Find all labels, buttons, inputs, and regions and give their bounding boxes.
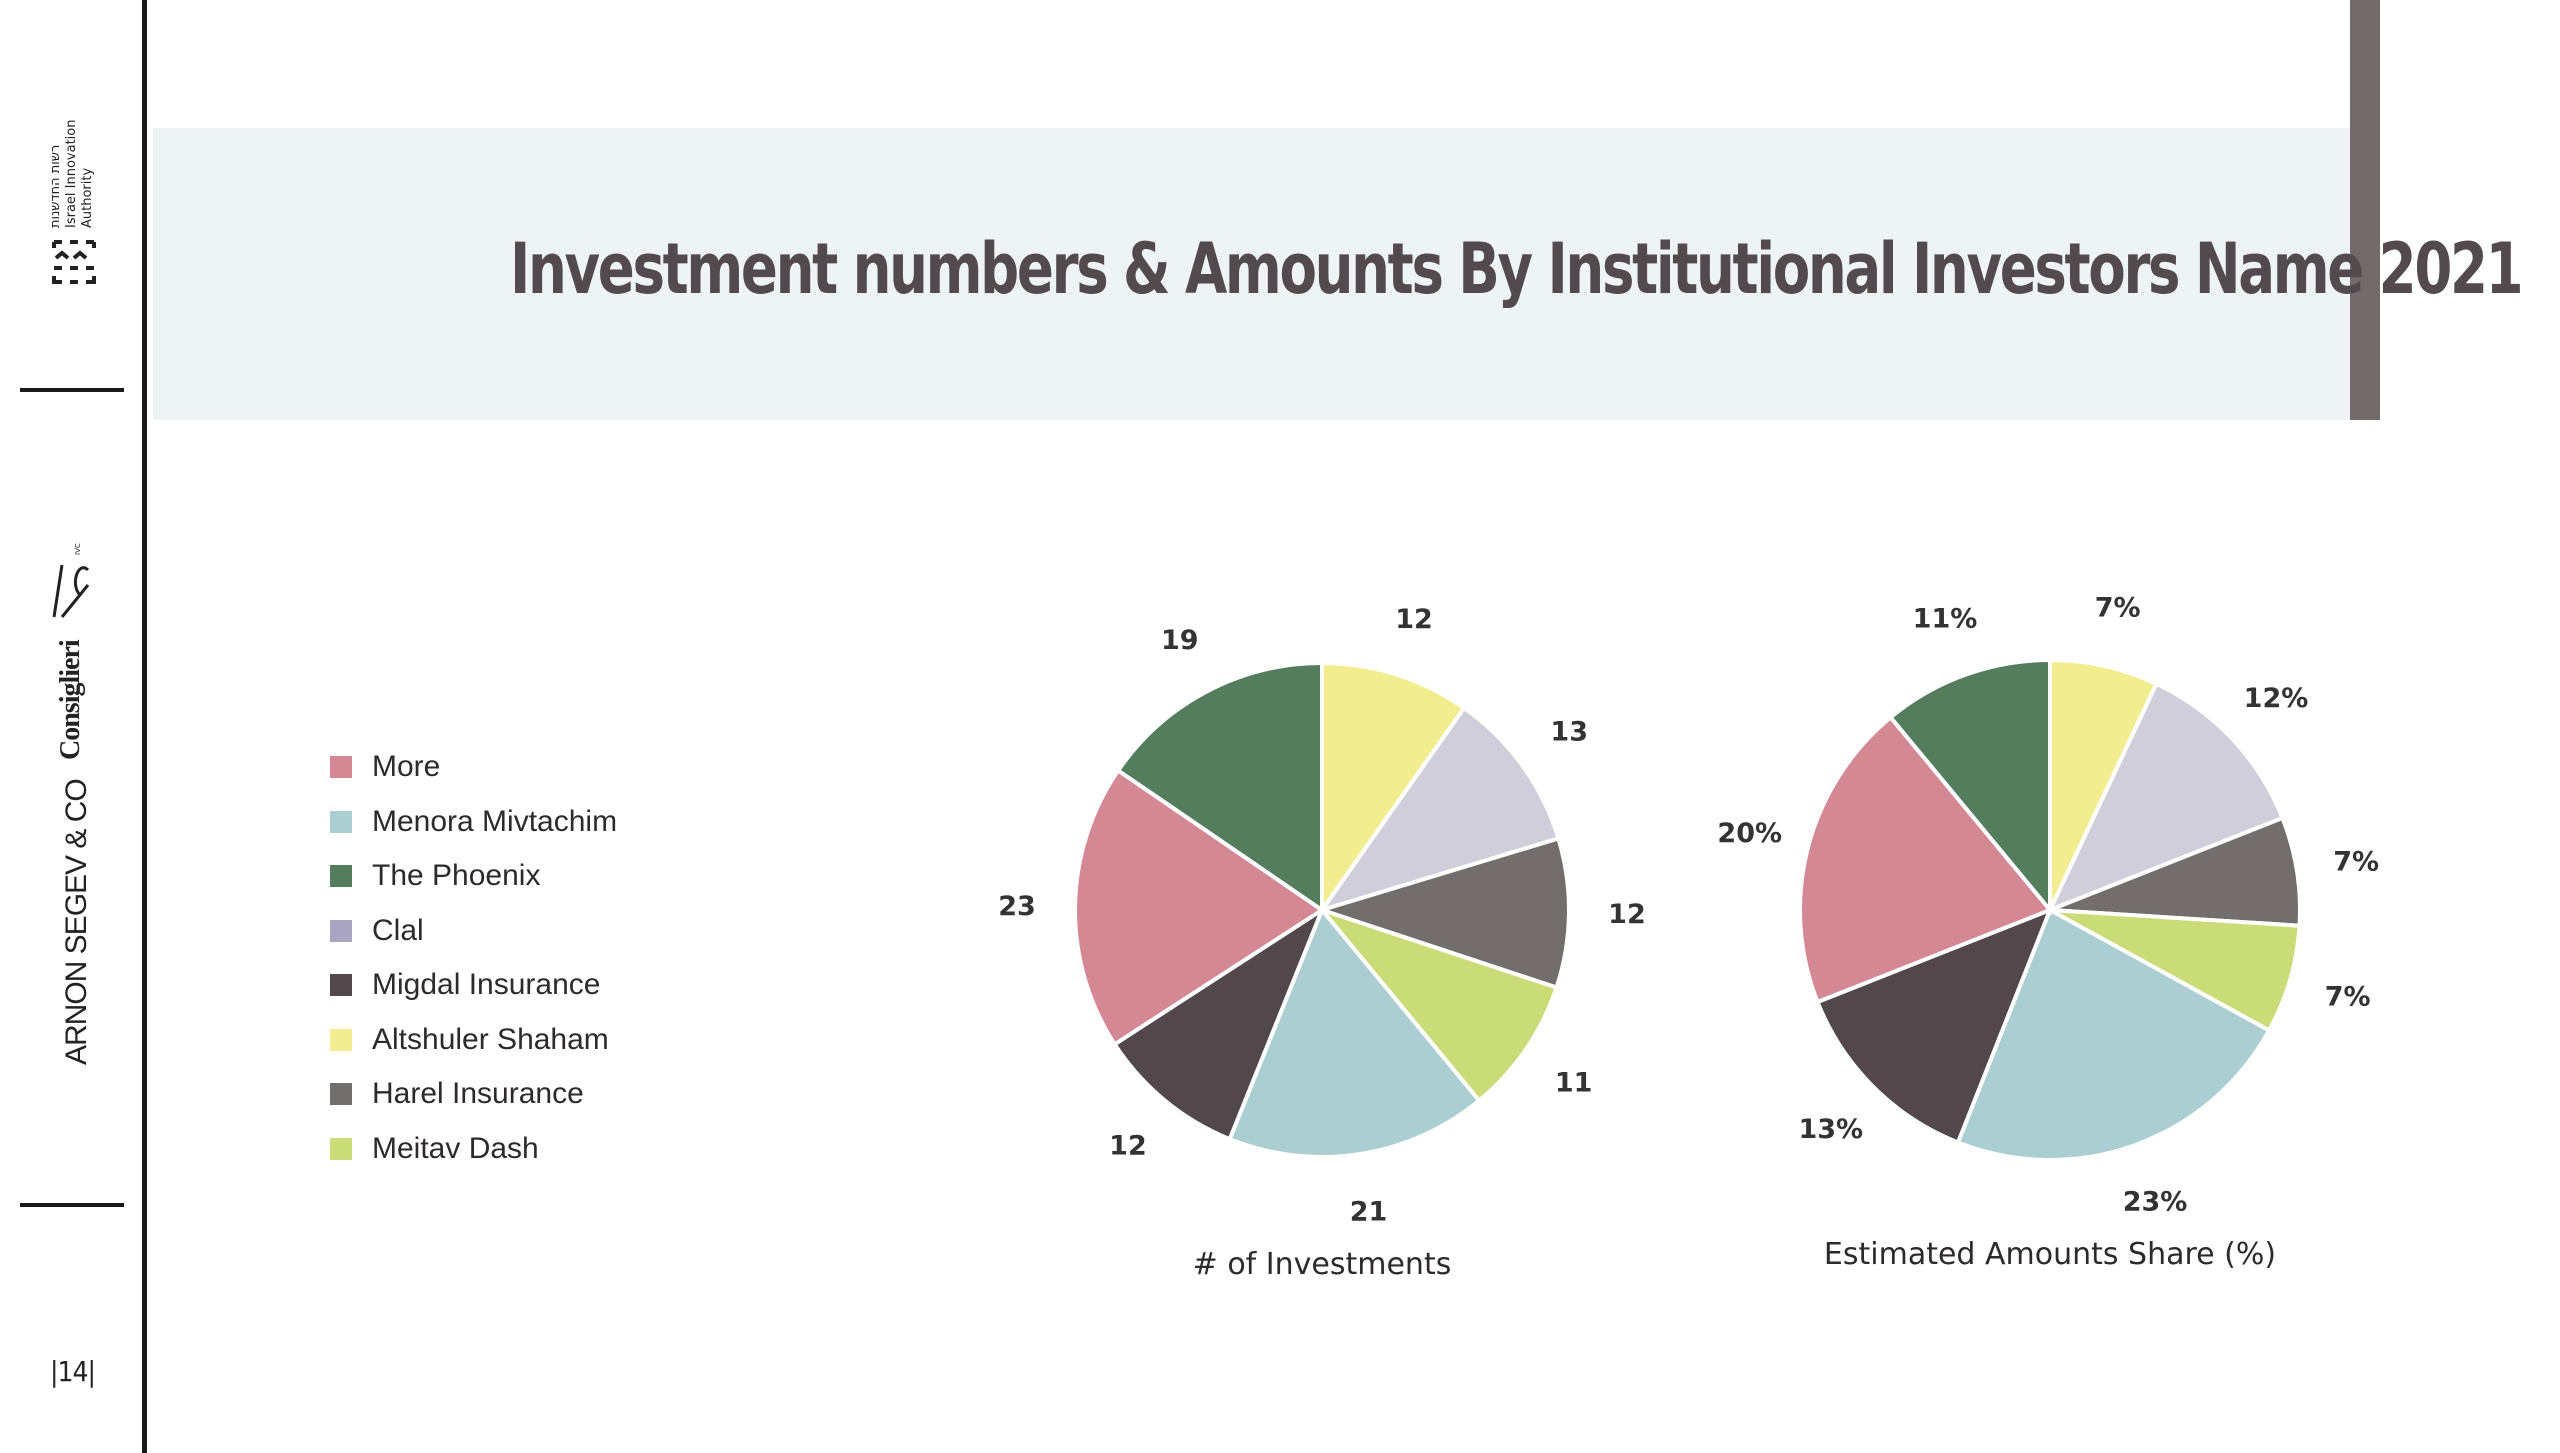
ivc-logo-text: IVC — [74, 543, 82, 555]
data-label: 7% — [2333, 847, 2379, 878]
data-label: 12 — [1608, 899, 1646, 930]
legend-label: Clal — [372, 913, 424, 947]
legend-swatch — [330, 974, 352, 997]
legend-item: Migdal Insurance — [330, 958, 710, 1013]
ivc-logo-icon: IVC — [52, 543, 90, 618]
legend-item: More — [330, 740, 710, 795]
legend-item: Harel Insurance — [330, 1067, 710, 1122]
pie-slice-altshuler-shaham — [2048, 657, 2160, 911]
pie-slice-the-phoenix — [1887, 657, 2052, 916]
data-label: 13 — [1550, 716, 1588, 747]
legend-label: Menora Mivtachim — [372, 804, 618, 838]
sidebar: רשות החדשנות Israel Innovation Authority… — [0, 0, 145, 1453]
legend-item: Clal — [330, 904, 710, 959]
legend-swatch — [330, 1083, 352, 1106]
pie-slice-more — [1073, 767, 1326, 1048]
pie-slice-migdal-insurance — [1814, 906, 2054, 1146]
data-label: 19 — [1161, 625, 1199, 656]
pie-slice-altshuler-shaham — [1320, 660, 1467, 917]
legend-swatch — [330, 919, 352, 942]
pie-chart-amounts-share: 7% 12% 7% 7% 23% 13% 20% 11% Estimated Amounts S… — [1717, 592, 2379, 1272]
page-title: Investment numbers & Amounts By Institut… — [510, 228, 2524, 310]
data-label: 7% — [2325, 981, 2371, 1012]
data-label: 12 — [1109, 1130, 1147, 1161]
legend-item: Menora Mivtachim — [330, 795, 710, 850]
data-label: 21 — [1350, 1196, 1388, 1227]
arnon-segev-logo: ARNON SEGEV & CO — [60, 779, 93, 1065]
sidebar-rule — [142, 0, 147, 1453]
pie-slice-more — [1798, 714, 2054, 1005]
legend-swatch — [330, 1028, 352, 1051]
legend-swatch — [330, 865, 352, 888]
pie-slice-menora-mivtachim — [1227, 906, 1482, 1159]
data-label: 12% — [2244, 683, 2309, 714]
legend-swatch — [330, 810, 352, 833]
pie-slice-menora-mivtachim — [1955, 907, 2272, 1162]
pie-slice-clal — [2046, 681, 2286, 914]
data-label: 11% — [1913, 603, 1978, 634]
pie-slice-the-phoenix — [1115, 660, 1324, 914]
legend-label: The Phoenix — [372, 859, 541, 893]
pie-slice-meitav-dash — [1316, 905, 1560, 1104]
israel-innovation-authority-logo-icon — [52, 240, 96, 284]
legend-label: Harel Insurance — [372, 1077, 584, 1111]
pie-slice-migdal-insurance — [1111, 904, 1327, 1142]
pie-slice-harel-insurance — [2049, 815, 2302, 928]
pie-slice-clal — [1317, 705, 1561, 914]
page-number: |14| — [50, 1355, 96, 1388]
header-accent-bar — [2350, 0, 2380, 420]
data-label: 23% — [2123, 1187, 2188, 1218]
data-label: 13% — [1798, 1114, 1863, 1145]
chart-caption: # of Investments — [1193, 1247, 1452, 1282]
header-band — [153, 128, 2350, 420]
sidebar-divider-bottom — [20, 1203, 124, 1207]
data-label: 11 — [1555, 1067, 1593, 1098]
sidebar-divider-top — [20, 388, 124, 392]
data-label: 20% — [1717, 818, 1782, 849]
legend-item: Altshuler Shaham — [330, 1013, 710, 1068]
data-label: 23 — [998, 891, 1036, 922]
data-label: 12 — [1395, 604, 1433, 635]
legend-item: The Phoenix — [330, 849, 710, 904]
pie-chart-investments: 12 13 12 11 21 12 23 19 # of Investments — [998, 604, 1646, 1282]
pie-slice-meitav-dash — [2049, 908, 2302, 1034]
legend-label: Migdal Insurance — [372, 968, 601, 1002]
legend-label: More — [372, 750, 441, 784]
legend-swatch — [330, 1137, 352, 1160]
chart-caption: Estimated Amounts Share (%) — [1824, 1237, 2276, 1272]
pie-slice-harel-insurance — [1315, 835, 1571, 991]
legend-label: Altshuler Shaham — [372, 1022, 609, 1056]
legend-item: Meitav Dash — [330, 1122, 710, 1177]
legend-label: Meitav Dash — [372, 1131, 539, 1165]
legend-swatch — [330, 756, 352, 779]
chart-legend: More Menora Mivtachim The Phoenix Clal Migda… — [330, 740, 710, 1176]
data-label: 7% — [2095, 592, 2141, 623]
consiglieri-logo: Consiglieri — [55, 640, 86, 760]
